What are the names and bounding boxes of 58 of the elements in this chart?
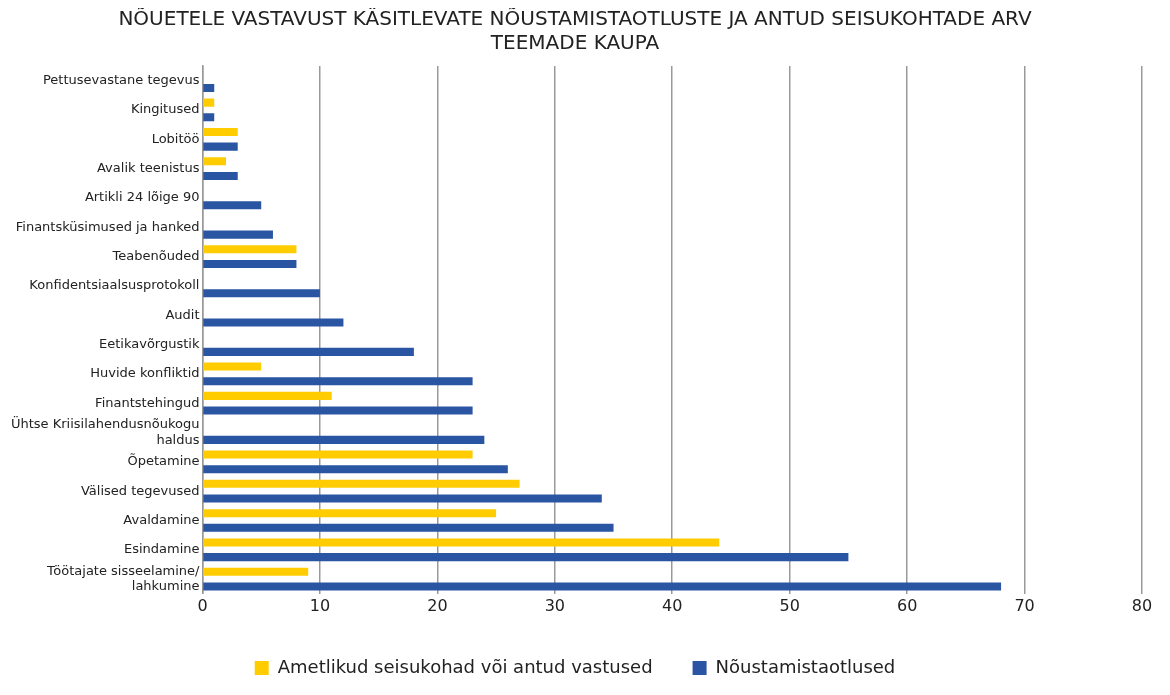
bar [203, 362, 262, 371]
x-tick-label: 50 [779, 595, 800, 615]
y-tick-label: Avalik teenistus [96, 160, 200, 175]
bar [203, 245, 297, 254]
bar [203, 113, 215, 122]
y-tick-label: Välised tegevused [80, 482, 200, 498]
x-tick-label: 80 [1131, 595, 1153, 615]
bar [203, 435, 485, 444]
bar [203, 98, 215, 107]
x-tick-label: 10 [309, 595, 331, 615]
y-tick-label: Eetikavõrgustik [99, 335, 200, 351]
bar [203, 230, 273, 239]
x-tick-label: 60 [896, 595, 918, 615]
bar [203, 553, 849, 562]
x-tick-label: 20 [427, 595, 448, 615]
y-tick-label: Esindamine [123, 541, 200, 557]
y-tick-label: Pettusevastane tegevus [42, 72, 200, 88]
y-tick-label: Õpetamine [127, 453, 200, 469]
bar [203, 582, 1002, 591]
bar [203, 289, 320, 298]
bar [203, 377, 473, 386]
y-tick-label: Avaldamine [123, 511, 200, 527]
bar [203, 509, 497, 518]
y-tick-label: Ühtse Kriisilahendusnõukogu haldus [10, 415, 200, 447]
bar [203, 567, 309, 576]
y-tick-label: Töötajate sisseelamine/ lahkumine [46, 562, 201, 594]
x-tick-label: 0 [197, 595, 208, 615]
bar [203, 157, 226, 166]
x-tick-label: 40 [662, 595, 683, 615]
y-tick-label: Finantstehingud [95, 394, 200, 410]
bar [203, 538, 720, 547]
x-tick-label: 30 [544, 595, 565, 615]
y-tick-label: Huvide konfliktid [90, 365, 200, 381]
bar [203, 494, 602, 503]
bar [203, 259, 297, 268]
y-tick-label: Artikli 24 lõige 90 [84, 189, 200, 205]
y-tick-label: Audit [165, 306, 200, 322]
y-tick-label: Konfidentsiaalsusprotokoll [29, 277, 200, 293]
bar [203, 201, 262, 210]
bar [203, 523, 614, 532]
bar [203, 127, 238, 137]
bar [203, 318, 344, 327]
bar [203, 479, 520, 488]
bar [203, 391, 332, 400]
bar [203, 171, 238, 180]
bar [203, 83, 215, 93]
y-tick-label: Finantsküsimused ja hanked [15, 218, 200, 234]
bar [203, 142, 238, 151]
bar [203, 347, 414, 356]
legend-label: Nõustamistaotlused [715, 655, 896, 677]
bar [203, 406, 473, 415]
bar [203, 465, 508, 474]
y-tick-label: Kingitused [130, 101, 200, 117]
y-tick-label: Lobitöö [151, 130, 200, 146]
x-tick-label: 70 [1014, 595, 1035, 615]
y-tick-label: Teabenõuded [111, 247, 200, 263]
bar [203, 450, 473, 459]
legend-label: Ametlikud seisukohad või antud vastused [277, 655, 653, 677]
